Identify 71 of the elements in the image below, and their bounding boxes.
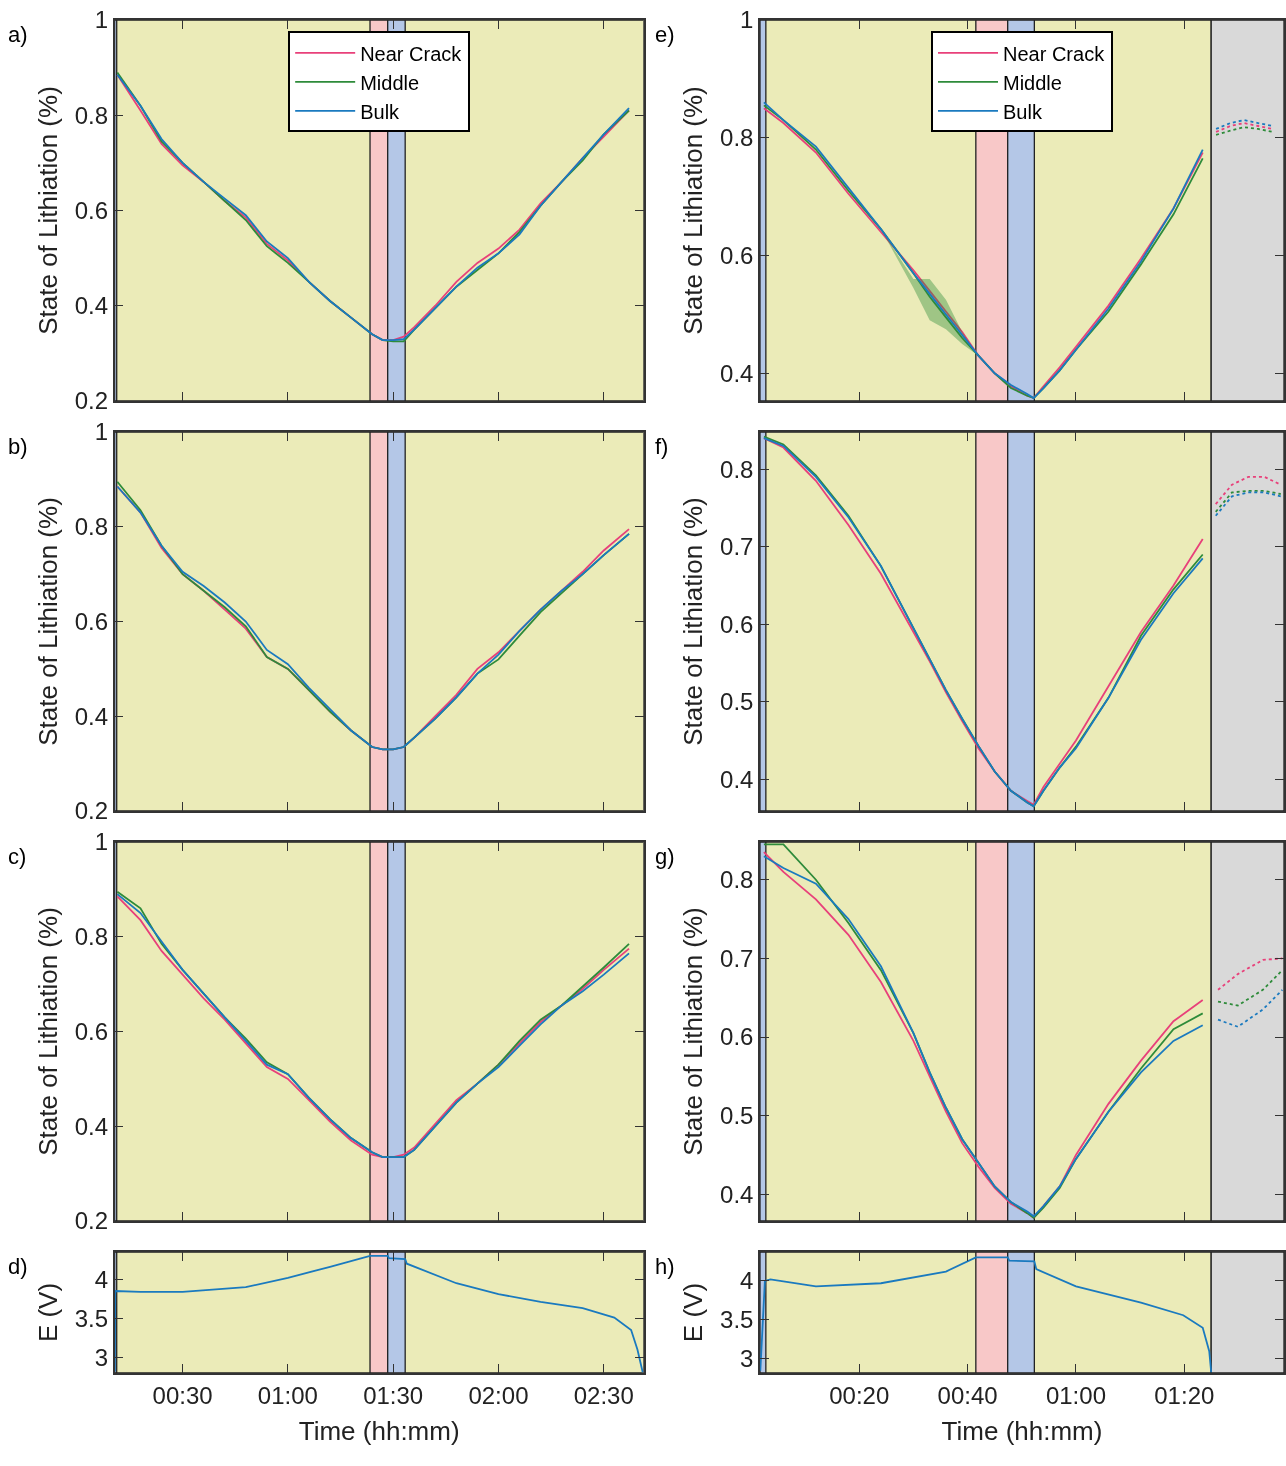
legend-label: Bulk <box>1003 100 1043 123</box>
y-tick-label: 0.8 <box>720 455 754 483</box>
x-tick-label: 01:20 <box>1154 1381 1215 1409</box>
y-axis-title: State of Lithiation (%) <box>677 497 708 746</box>
y-tick-label: 0.8 <box>720 866 754 894</box>
line-series <box>1217 988 1284 1028</box>
x-tick-label: 00:40 <box>937 1381 998 1409</box>
x-tick-label: 01:00 <box>1045 1381 1106 1409</box>
y-tick-label: 0.4 <box>720 359 754 387</box>
y-axis-title: State of Lithiation (%) <box>677 907 708 1156</box>
text: b) <box>8 434 28 459</box>
x-tick-label: 00:30 <box>152 1381 213 1409</box>
y-tick-label: 0.5 <box>720 688 754 716</box>
y-tick-label: 0.2 <box>74 1207 109 1235</box>
text: e) <box>655 22 675 47</box>
y-tick-label: 0.8 <box>74 101 109 129</box>
x-tick-label: 01:00 <box>257 1381 318 1409</box>
legend-label: Near Crack <box>1003 42 1106 65</box>
y-tick-label: 0.6 <box>720 610 754 638</box>
y-tick-label: 0.8 <box>74 513 109 541</box>
legend-label: Near Crack <box>360 42 463 65</box>
x-axis-title: Time (hh:mm) <box>941 1415 1103 1446</box>
legend-label: Bulk <box>360 100 401 123</box>
y-tick-label: 4 <box>94 1265 109 1293</box>
y-tick-label: 0.4 <box>720 1180 754 1208</box>
y-tick-label: 0.4 <box>74 1112 109 1140</box>
x-tick-label: 01:30 <box>363 1381 424 1409</box>
line-series <box>1217 969 1284 1007</box>
y-tick-label: 0.6 <box>720 1023 754 1051</box>
text: g) <box>655 844 675 869</box>
y-axis-title: E (V) <box>677 1282 708 1343</box>
x-tick-label: 00:20 <box>829 1381 890 1409</box>
x-tick-label: 02:30 <box>573 1381 634 1409</box>
y-tick-label: 1 <box>94 828 109 856</box>
y-tick-label: 1 <box>94 6 109 34</box>
y-axis-title: State of Lithiation (%) <box>32 497 63 746</box>
line-series <box>1215 126 1274 136</box>
y-tick-label: 0.2 <box>74 797 109 825</box>
y-tick-label: 4 <box>740 1267 754 1295</box>
y-axis-title: State of Lithiation (%) <box>32 907 63 1156</box>
y-tick-label: 0.4 <box>74 292 109 320</box>
y-tick-label: 0.6 <box>720 241 754 269</box>
y-tick-label: 3.5 <box>720 1306 754 1334</box>
y-tick-label: 0.4 <box>74 702 109 730</box>
y-tick-label: 0.7 <box>720 533 754 561</box>
y-tick-label: 3.5 <box>74 1304 109 1332</box>
y-tick-label: 1 <box>740 6 754 34</box>
y-tick-label: 0.6 <box>74 1017 109 1045</box>
text: f) <box>655 434 669 459</box>
y-tick-label: 0.6 <box>74 196 109 224</box>
text: c) <box>8 844 27 869</box>
y-tick-label: 0.8 <box>720 124 754 152</box>
y-axis-title: State of Lithiation (%) <box>32 86 63 335</box>
y-tick-label: 3 <box>94 1343 109 1371</box>
y-tick-label: 0.2 <box>74 387 109 415</box>
legend-label: Middle <box>360 71 420 94</box>
x-tick-label: 02:00 <box>468 1381 529 1409</box>
y-axis-title: State of Lithiation (%) <box>677 86 708 335</box>
y-tick-label: 1 <box>94 418 109 446</box>
text: d) <box>8 1254 28 1279</box>
y-axis-title: E (V) <box>32 1282 63 1343</box>
text: a) <box>8 22 28 47</box>
y-tick-label: 0.6 <box>74 607 109 635</box>
x-axis-title: Time (hh:mm) <box>298 1415 460 1446</box>
legend-label: Middle <box>1003 71 1062 94</box>
y-tick-label: 0.5 <box>720 1102 754 1130</box>
text: h) <box>655 1254 675 1279</box>
y-tick-label: 3 <box>740 1345 754 1373</box>
y-tick-label: 0.8 <box>74 923 109 951</box>
y-tick-label: 0.7 <box>720 944 754 972</box>
y-tick-label: 0.4 <box>720 765 754 793</box>
